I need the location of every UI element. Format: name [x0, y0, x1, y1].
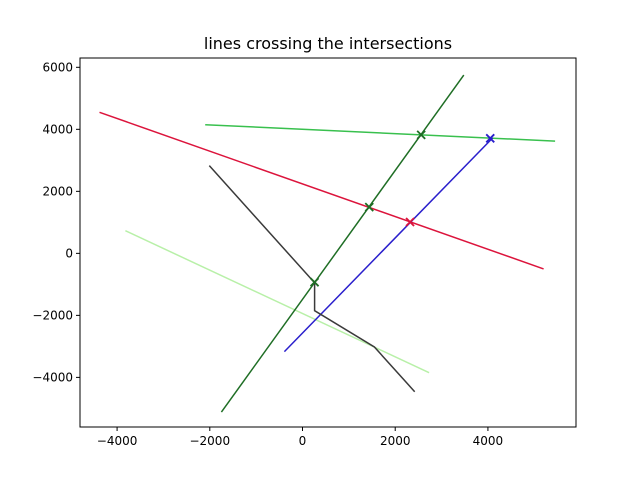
x-tick-label: 0 [299, 434, 307, 448]
x-tick-label: −2000 [189, 434, 230, 448]
intersection-marker-3 [364, 202, 374, 212]
axes-frame [79, 57, 577, 428]
y-tick-label: 4000 [42, 122, 73, 136]
series-dark-gray-polyline [208, 165, 416, 393]
y-tick-label: 0 [65, 246, 73, 260]
x-tick-label: 4000 [473, 434, 504, 448]
y-tick-label: −4000 [32, 370, 73, 384]
intersection-marker-4 [405, 217, 415, 227]
chart-title: lines crossing the intersections [204, 34, 452, 53]
series-crimson-line [99, 111, 544, 270]
series-light-green-line [125, 230, 430, 374]
plot-area [99, 74, 556, 413]
y-tick-label: 2000 [42, 184, 73, 198]
x-axis: −4000 −2000 0 2000 4000 [97, 427, 503, 448]
series-blue-line [283, 137, 494, 353]
y-tick-label: 6000 [42, 60, 73, 74]
intersection-marker-5 [309, 277, 320, 287]
x-tick-label: −4000 [97, 434, 138, 448]
x-tick-label: 2000 [380, 434, 411, 448]
intersection-marker-2 [485, 133, 495, 143]
y-tick-label: −2000 [32, 308, 73, 322]
y-axis: −4000 −2000 0 2000 4000 6000 [32, 60, 80, 384]
series-green-line [205, 123, 556, 142]
series-dark-green-line [220, 74, 465, 413]
intersection-marker-1 [416, 130, 426, 140]
